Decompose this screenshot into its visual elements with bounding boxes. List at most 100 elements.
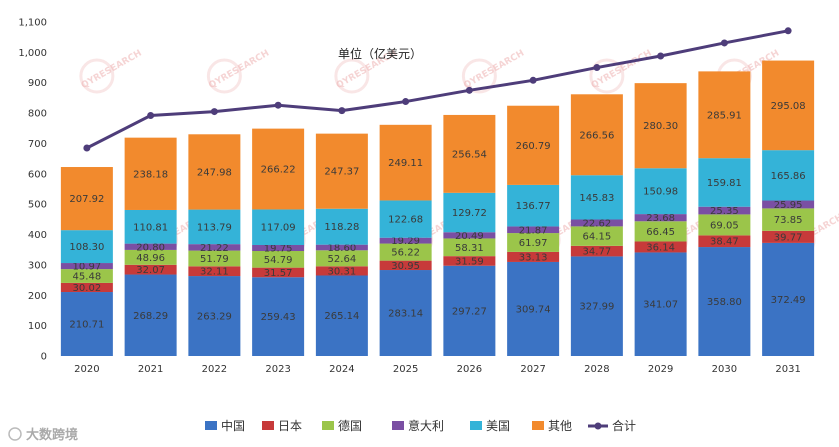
total-point [210, 108, 218, 116]
data-label: 21.87 [519, 225, 548, 236]
bar-segment [188, 134, 241, 210]
bar-segment [570, 226, 623, 246]
data-label: 48.96 [136, 253, 165, 264]
data-label: 266.56 [579, 130, 614, 141]
x-tick-label: 2026 [457, 364, 482, 375]
x-tick-label: 2027 [520, 364, 545, 375]
data-label: 256.54 [452, 149, 487, 160]
data-label: 33.13 [519, 252, 548, 263]
data-label: 19.29 [391, 236, 420, 247]
data-label: 73.85 [774, 215, 803, 226]
bar-segment [762, 242, 815, 356]
bar-segment [570, 94, 623, 176]
data-label: 129.72 [452, 208, 487, 219]
data-label: 372.49 [771, 295, 806, 306]
data-label: 259.43 [261, 312, 296, 323]
y-tick-label: 600 [28, 169, 47, 180]
legend-swatch [392, 421, 404, 430]
bar-segment [507, 261, 560, 356]
watermark-logo [589, 58, 625, 94]
data-label: 51.79 [200, 254, 229, 265]
data-label: 113.79 [197, 222, 232, 233]
data-label: 20.80 [136, 242, 165, 253]
x-tick-label: 2022 [202, 364, 227, 375]
bar-segment [124, 264, 177, 275]
y-tick-label: 200 [28, 291, 47, 302]
bar-segment [443, 238, 496, 257]
bar-segment [315, 266, 368, 276]
x-tick-label: 2023 [265, 364, 290, 375]
y-tick-label: 900 [28, 78, 47, 89]
bar-segment [507, 226, 560, 234]
data-label: 32.11 [200, 267, 229, 278]
legend-label: 美国 [486, 419, 510, 433]
data-label: 280.30 [643, 121, 678, 132]
bar-segment [60, 269, 113, 283]
total-point [657, 52, 665, 60]
bar-segment [315, 208, 368, 245]
y-tick-label: 800 [28, 109, 47, 120]
data-label: 145.83 [579, 193, 614, 204]
bar-segment [315, 244, 368, 251]
y-tick-label: 1,100 [18, 18, 47, 29]
data-label: 22.62 [583, 218, 612, 229]
brand-icon [8, 427, 22, 441]
bar-segment [315, 250, 368, 267]
bar-segment [124, 209, 177, 244]
data-label: 31.57 [264, 268, 293, 279]
data-label: 23.68 [646, 213, 675, 224]
total-line [86, 29, 789, 150]
data-label: 247.98 [197, 167, 232, 178]
bar-segment [443, 256, 496, 266]
total-point [784, 27, 792, 35]
data-label: 283.14 [388, 309, 423, 320]
bar-segment [507, 251, 560, 262]
bar-segment [698, 158, 751, 207]
total-point [274, 101, 282, 109]
bar-segment [634, 241, 687, 253]
data-label: 159.81 [707, 178, 742, 189]
legend-label: 中国 [221, 418, 245, 433]
bar-segment [315, 275, 368, 356]
x-tick-label: 2031 [775, 364, 800, 375]
data-label: 150.98 [643, 187, 678, 198]
bar-segment [124, 249, 177, 265]
y-tick-label: 700 [28, 139, 47, 150]
bar-segment [60, 263, 113, 270]
data-label: 30.31 [328, 266, 357, 277]
data-label: 56.22 [391, 248, 420, 259]
data-label: 210.71 [69, 320, 104, 331]
total-point [720, 39, 728, 47]
data-label: 249.11 [388, 158, 423, 169]
data-label: 25.95 [774, 200, 803, 211]
bar-segment [188, 250, 241, 267]
data-label: 247.37 [324, 167, 359, 178]
data-label: 285.91 [707, 110, 742, 121]
bar-segment [124, 274, 177, 356]
bar-segment [443, 192, 496, 233]
bar-segment [698, 71, 751, 159]
bar-segment [379, 200, 432, 238]
bar-segment [762, 200, 815, 209]
bar-segment [379, 260, 432, 271]
data-label: 39.77 [774, 232, 803, 243]
bar-segment [570, 245, 623, 257]
x-tick-label: 2020 [74, 364, 99, 375]
total-point [338, 107, 346, 115]
x-tick-label: 2029 [648, 364, 673, 375]
total-point [529, 76, 537, 84]
brand-text: 大数跨境 [26, 427, 78, 443]
unit-label: 单位（亿美元） [338, 46, 422, 61]
data-label: 108.30 [69, 242, 104, 253]
bar-segment [698, 206, 751, 215]
data-label: 122.68 [388, 215, 423, 226]
data-label: 69.05 [710, 220, 739, 231]
data-label: 21.22 [200, 243, 229, 254]
bar-segment [188, 244, 241, 251]
bar-segment [188, 276, 241, 356]
bar-segment [60, 167, 113, 231]
data-label: 265.14 [324, 311, 359, 322]
data-label: 54.79 [264, 255, 293, 266]
